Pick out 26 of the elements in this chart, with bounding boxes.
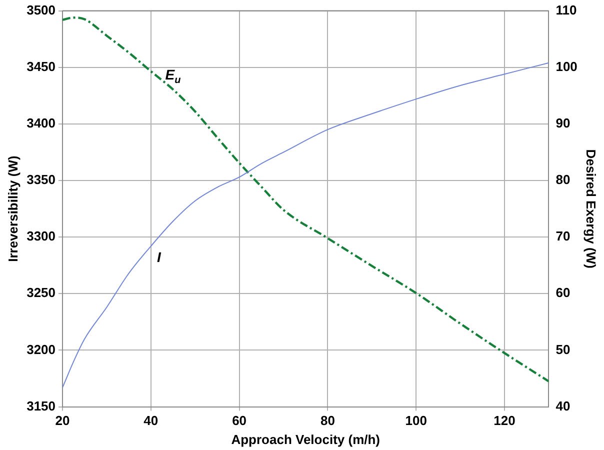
y2-tick-label: 60 [556, 285, 570, 300]
y-tick-label: 3350 [26, 172, 56, 188]
x-tick-label: 80 [320, 413, 335, 428]
x-tick-label: 60 [232, 413, 247, 428]
y2-tick-label: 70 [556, 228, 570, 244]
x-tick-label: 120 [494, 413, 516, 428]
x-axis-title: Approach Velocity (m/h) [231, 432, 380, 447]
y2-tick-label: 90 [556, 116, 570, 131]
x-tick-label: 40 [144, 413, 158, 428]
y2-tick-label: 80 [556, 172, 570, 188]
x-tick-label: 100 [405, 413, 427, 428]
y-tick-label: 3500 [26, 2, 56, 18]
y-tick-label: 3300 [26, 228, 56, 244]
y2-tick-label: 50 [556, 342, 570, 357]
y-tick-label: 3450 [26, 58, 56, 74]
y-tick-label: 3150 [26, 398, 56, 414]
annotation: I [156, 248, 162, 265]
y-tick-label: 3200 [26, 342, 56, 357]
x-tick-label: 20 [55, 413, 70, 428]
y-tick-label: 3400 [26, 116, 56, 131]
y-tick-label: 3250 [26, 285, 56, 300]
y2-tick-label: 110 [556, 2, 577, 18]
y2-tick-label: 100 [556, 58, 578, 74]
y2-tick-label: 40 [556, 398, 570, 414]
y-axis-title: Irreversibility (W) [5, 156, 20, 262]
y2-axis-title: Desired Exergy (W) [584, 149, 599, 268]
